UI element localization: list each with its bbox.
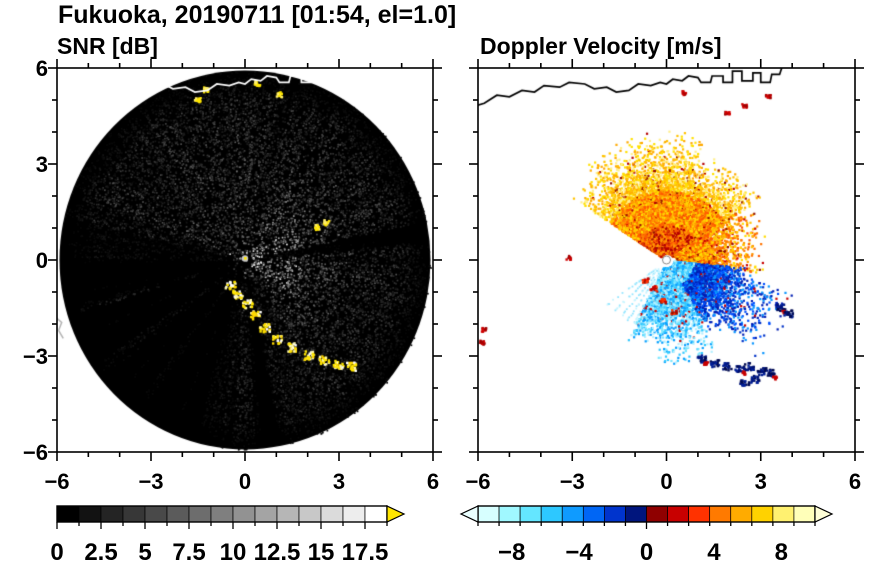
colorbar-segment xyxy=(772,505,795,523)
colorbar-segment xyxy=(342,505,366,523)
colorbar-segment xyxy=(210,505,234,523)
colorbar-frame xyxy=(56,505,388,523)
colorbar-segment xyxy=(78,505,102,523)
colorbar-segment xyxy=(519,505,542,523)
colorbar-tick-label: 0 xyxy=(640,539,653,566)
colorbar-segment xyxy=(688,505,711,523)
x-tick-label: −6 xyxy=(44,469,69,494)
colorbar-segment xyxy=(188,505,212,523)
colorbar-segment xyxy=(709,505,732,523)
colorbar-tick-label: 8 xyxy=(775,539,788,566)
y-tick-label: −6 xyxy=(23,440,48,465)
colorbar-segment xyxy=(232,505,256,523)
colorbar-tick-label: 5 xyxy=(138,539,151,566)
colorbar-tick-label: 15 xyxy=(308,539,335,566)
colorbar-segment xyxy=(793,505,816,523)
colorbar-tick-label: 2.5 xyxy=(84,539,117,566)
y-tick-label: 6 xyxy=(36,56,48,81)
colorbar-tick-label: 0 xyxy=(50,539,63,566)
x-tick-label: 6 xyxy=(427,469,439,494)
colorbar-segment xyxy=(561,505,584,523)
colorbar-segment xyxy=(540,505,563,523)
x-tick-label: 0 xyxy=(660,469,672,494)
x-tick-label: −3 xyxy=(138,469,163,494)
y-tick-label: 0 xyxy=(36,248,48,273)
colorbar-segment xyxy=(604,505,626,523)
colorbar-segment xyxy=(751,505,774,523)
colorbar-segment xyxy=(100,505,124,523)
colorbar-tick-label: −8 xyxy=(498,539,525,566)
y-tick-label: −3 xyxy=(23,344,48,369)
colorbar-frame xyxy=(477,505,816,523)
colorbar-tick-label: 12.5 xyxy=(254,539,301,566)
snr-ppi-image xyxy=(57,68,433,452)
panel-title-velocity: Doppler Velocity [m/s] xyxy=(480,33,722,59)
colorbar-under-arrow xyxy=(459,505,479,523)
colorbar-segment xyxy=(477,505,500,523)
colorbar-segment xyxy=(582,505,605,523)
colorbar-segment xyxy=(364,505,388,523)
colorbar-segment xyxy=(276,505,300,523)
colorbar-segment xyxy=(56,505,80,523)
colorbar-segment xyxy=(298,505,322,523)
colorbar-tick-label: 10 xyxy=(220,539,247,566)
x-tick-label: 6 xyxy=(849,469,861,494)
colorbar-segment xyxy=(320,505,344,523)
colorbar-segment xyxy=(730,505,753,523)
colorbar-segment xyxy=(646,505,668,523)
x-tick-label: −3 xyxy=(560,469,585,494)
panel-title-snr: SNR [dB] xyxy=(57,33,158,59)
colorbar-segment xyxy=(144,505,168,523)
colorbar-segment xyxy=(667,505,689,523)
colorbar-tick-label: 4 xyxy=(707,539,721,566)
colorbar-segment xyxy=(498,505,521,523)
colorbar-segment xyxy=(625,505,647,523)
y-tick-label: 3 xyxy=(36,152,48,177)
colorbar-segment xyxy=(254,505,278,523)
x-tick-label: 0 xyxy=(239,469,251,494)
x-tick-label: 3 xyxy=(755,469,767,494)
colorbar-tick-label: 17.5 xyxy=(342,539,389,566)
figure-title: Fukuoka, 20190711 [01:54, el=1.0] xyxy=(58,1,457,29)
colorbar-tick-label: 7.5 xyxy=(172,539,205,566)
colorbar-tick-label: −4 xyxy=(565,539,593,566)
x-tick-label: 3 xyxy=(333,469,345,494)
colorbar-segment xyxy=(122,505,146,523)
colorbar-over-arrow xyxy=(386,505,406,523)
velocity-ppi-image xyxy=(478,68,855,452)
colorbar-over-arrow xyxy=(814,505,834,523)
colorbar-segment xyxy=(166,505,190,523)
x-tick-label: −6 xyxy=(465,469,490,494)
